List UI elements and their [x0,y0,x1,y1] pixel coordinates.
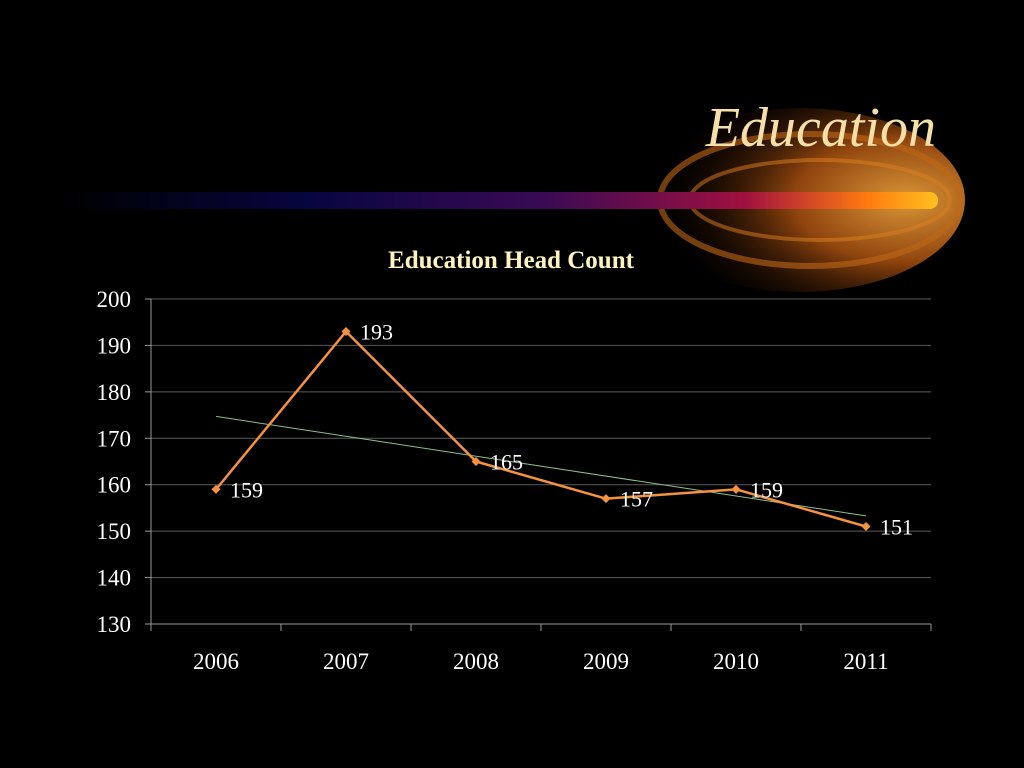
data-point-marker [211,484,221,494]
y-tick-label: 160 [97,473,132,498]
data-label: 159 [750,477,783,502]
series-line [215,330,867,528]
x-tick-label: 2006 [193,649,239,674]
data-point-marker [341,327,351,336]
y-tick-label: 190 [97,333,132,358]
data-point-marker [471,457,481,466]
data-point-marker [731,484,741,494]
series-group [211,327,871,531]
trendline [215,415,867,517]
data-label: 157 [620,487,653,512]
axes [145,298,932,631]
chart-title: Education Head Count [388,247,635,274]
data-label: 159 [230,477,263,502]
x-tick-label: 2011 [843,649,888,674]
slide-title: Education [705,97,936,159]
x-tick-label: 2010 [713,649,759,674]
y-axis-ticks: 130 140 150 160 170 180 190 200 [97,287,132,637]
x-tick-label: 2007 [323,649,369,674]
data-labels: 159 193 165 157 159 151 [230,320,913,540]
data-point-marker [861,522,871,531]
data-point-marker [601,494,611,504]
x-axis-ticks: 2006 2007 2008 2009 2010 2011 [193,649,889,674]
x-tick-label: 2008 [453,649,499,674]
y-tick-label: 140 [97,566,132,591]
gridlines [151,298,931,625]
y-tick-label: 170 [97,426,132,451]
data-label: 165 [490,450,523,475]
y-tick-label: 150 [97,519,132,544]
trendline-group [215,415,867,517]
data-label: 151 [880,515,913,540]
x-tick-label: 2009 [583,649,629,674]
y-tick-label: 180 [97,380,132,405]
y-tick-label: 130 [97,612,132,637]
decorative-swoosh [60,108,965,292]
data-label: 193 [360,320,393,345]
y-tick-label: 200 [97,287,132,312]
